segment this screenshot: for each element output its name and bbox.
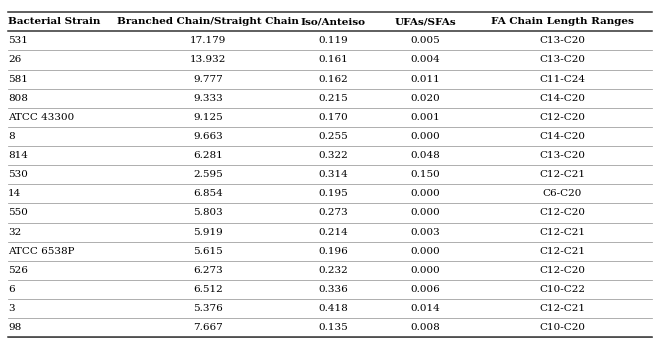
Text: 0.314: 0.314 xyxy=(318,170,348,179)
Text: 9.663: 9.663 xyxy=(193,132,223,141)
Text: 808: 808 xyxy=(8,94,28,103)
Text: 8: 8 xyxy=(8,132,15,141)
Text: 32: 32 xyxy=(8,228,21,237)
Text: 0.005: 0.005 xyxy=(411,36,441,45)
Text: 6.281: 6.281 xyxy=(193,151,223,160)
Text: UFAs/SFAs: UFAs/SFAs xyxy=(395,17,457,26)
Text: C13-C20: C13-C20 xyxy=(539,151,585,160)
Text: 0.000: 0.000 xyxy=(411,132,441,141)
Text: 13.932: 13.932 xyxy=(189,55,226,64)
Text: C12-C20: C12-C20 xyxy=(539,209,585,218)
Text: 26: 26 xyxy=(8,55,21,64)
Text: 0.000: 0.000 xyxy=(411,189,441,198)
Text: 0.196: 0.196 xyxy=(318,247,348,256)
Text: 0.215: 0.215 xyxy=(318,94,348,103)
Text: 550: 550 xyxy=(8,209,28,218)
Text: 0.214: 0.214 xyxy=(318,228,348,237)
Text: 0.048: 0.048 xyxy=(411,151,441,160)
Text: C12-C20: C12-C20 xyxy=(539,266,585,275)
Text: 0.322: 0.322 xyxy=(318,151,348,160)
Text: 581: 581 xyxy=(8,75,28,84)
Text: 0.273: 0.273 xyxy=(318,209,348,218)
Text: C13-C20: C13-C20 xyxy=(539,36,585,45)
Text: C11-C24: C11-C24 xyxy=(539,75,585,84)
Text: 0.195: 0.195 xyxy=(318,189,348,198)
Text: 6: 6 xyxy=(8,285,15,294)
Text: FA Chain Length Ranges: FA Chain Length Ranges xyxy=(490,17,634,26)
Text: 0.014: 0.014 xyxy=(411,304,441,313)
Text: 0.003: 0.003 xyxy=(411,228,441,237)
Text: 0.001: 0.001 xyxy=(411,113,441,122)
Text: 0.008: 0.008 xyxy=(411,323,441,332)
Text: 6.512: 6.512 xyxy=(193,285,223,294)
Text: 0.336: 0.336 xyxy=(318,285,348,294)
Text: 0.000: 0.000 xyxy=(411,209,441,218)
Text: C14-C20: C14-C20 xyxy=(539,132,585,141)
Text: 5.376: 5.376 xyxy=(193,304,223,313)
Text: C10-C20: C10-C20 xyxy=(539,323,585,332)
Text: 0.000: 0.000 xyxy=(411,266,441,275)
Text: C12-C21: C12-C21 xyxy=(539,228,585,237)
Text: 0.161: 0.161 xyxy=(318,55,348,64)
Text: C12-C21: C12-C21 xyxy=(539,170,585,179)
Text: 0.150: 0.150 xyxy=(411,170,441,179)
Text: 9.777: 9.777 xyxy=(193,75,223,84)
Text: C12-C20: C12-C20 xyxy=(539,113,585,122)
Text: C12-C21: C12-C21 xyxy=(539,247,585,256)
Text: ATCC 43300: ATCC 43300 xyxy=(8,113,74,122)
Text: 0.232: 0.232 xyxy=(318,266,348,275)
Text: Branched Chain/Straight Chain: Branched Chain/Straight Chain xyxy=(117,17,299,26)
Text: 9.333: 9.333 xyxy=(193,94,223,103)
Text: C14-C20: C14-C20 xyxy=(539,94,585,103)
Text: 98: 98 xyxy=(8,323,21,332)
Text: C10-C22: C10-C22 xyxy=(539,285,585,294)
Text: 9.125: 9.125 xyxy=(193,113,223,122)
Text: 0.162: 0.162 xyxy=(318,75,348,84)
Text: C13-C20: C13-C20 xyxy=(539,55,585,64)
Text: 5.615: 5.615 xyxy=(193,247,223,256)
Text: 0.020: 0.020 xyxy=(411,94,441,103)
Text: 0.006: 0.006 xyxy=(411,285,441,294)
Text: 0.004: 0.004 xyxy=(411,55,441,64)
Text: 2.595: 2.595 xyxy=(193,170,223,179)
Text: C12-C21: C12-C21 xyxy=(539,304,585,313)
Text: 5.919: 5.919 xyxy=(193,228,223,237)
Text: 0.170: 0.170 xyxy=(318,113,348,122)
Text: 0.255: 0.255 xyxy=(318,132,348,141)
Text: 0.011: 0.011 xyxy=(411,75,441,84)
Text: 3: 3 xyxy=(8,304,15,313)
Text: C6-C20: C6-C20 xyxy=(543,189,581,198)
Text: 14: 14 xyxy=(8,189,21,198)
Text: 531: 531 xyxy=(8,36,28,45)
Text: 0.119: 0.119 xyxy=(318,36,348,45)
Text: 0.000: 0.000 xyxy=(411,247,441,256)
Text: 530: 530 xyxy=(8,170,28,179)
Text: 0.135: 0.135 xyxy=(318,323,348,332)
Text: 814: 814 xyxy=(8,151,28,160)
Text: 0.418: 0.418 xyxy=(318,304,348,313)
Text: Bacterial Strain: Bacterial Strain xyxy=(8,17,100,26)
Text: ATCC 6538P: ATCC 6538P xyxy=(8,247,75,256)
Text: 7.667: 7.667 xyxy=(193,323,223,332)
Text: 17.179: 17.179 xyxy=(189,36,226,45)
Text: 6.273: 6.273 xyxy=(193,266,223,275)
Text: 526: 526 xyxy=(8,266,28,275)
Text: 6.854: 6.854 xyxy=(193,189,223,198)
Text: Iso/Anteiso: Iso/Anteiso xyxy=(301,17,366,26)
Text: 5.803: 5.803 xyxy=(193,209,223,218)
